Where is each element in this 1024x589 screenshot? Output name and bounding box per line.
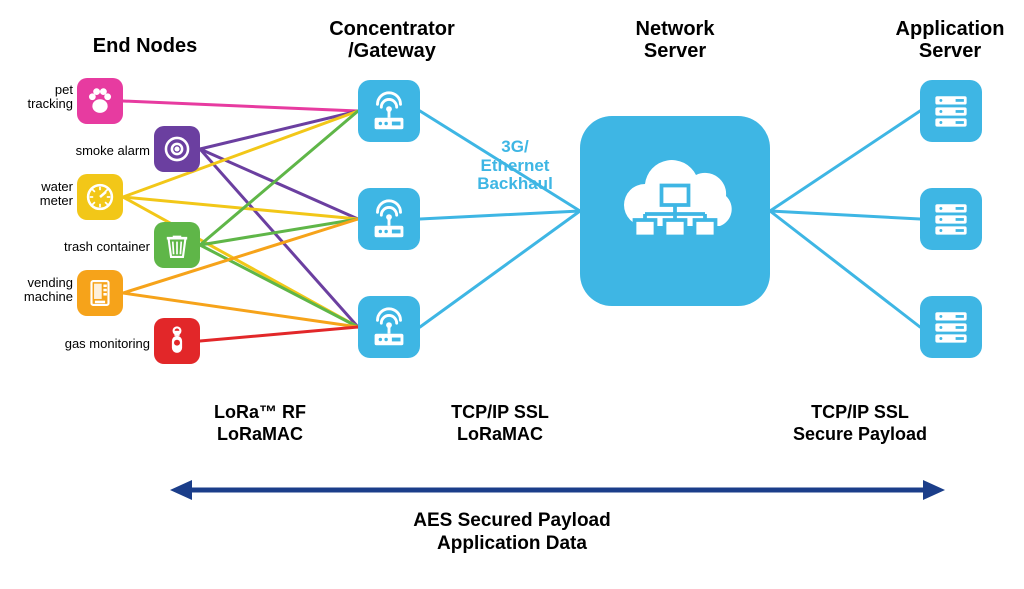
node-pet-label: pet tracking	[22, 83, 73, 110]
header-gateway: Concentrator /Gateway	[327, 18, 457, 62]
gateway-0	[358, 80, 420, 142]
app-server-0	[920, 80, 982, 142]
header-appserver: Application Server	[890, 18, 1010, 62]
gateway-2	[358, 296, 420, 358]
backhaul-label: 3G/ Ethernet Backhaul	[470, 138, 560, 194]
protocol-lora: LoRa™ RF LoRaMAC	[190, 402, 330, 445]
connection-lines	[0, 0, 1024, 589]
node-trash-label: trash container	[42, 240, 150, 254]
node-vend-label: vending machine	[10, 276, 73, 303]
node-water-icon	[77, 174, 123, 220]
protocol-tcpip1: TCP/IP SSL LoRaMAC	[430, 402, 570, 445]
header-netserver: Network Server	[615, 18, 735, 62]
protocol-tcpip2: TCP/IP SSL Secure Payload	[775, 402, 945, 445]
node-gas-label: gas monitoring	[42, 337, 150, 351]
node-trash-icon	[154, 222, 200, 268]
footer-text: AES Secured Payload Application Data	[0, 510, 1024, 556]
node-gas-icon	[154, 318, 200, 364]
node-smoke-label: smoke alarm	[56, 144, 150, 158]
app-server-2	[920, 296, 982, 358]
node-pet-icon	[77, 78, 123, 124]
node-water-label: water meter	[22, 180, 73, 207]
node-smoke-icon	[154, 126, 200, 172]
gateway-1	[358, 188, 420, 250]
network-server-cloud	[580, 116, 770, 306]
app-server-1	[920, 188, 982, 250]
header-endnodes: End Nodes	[85, 35, 205, 57]
node-vend-icon	[77, 270, 123, 316]
